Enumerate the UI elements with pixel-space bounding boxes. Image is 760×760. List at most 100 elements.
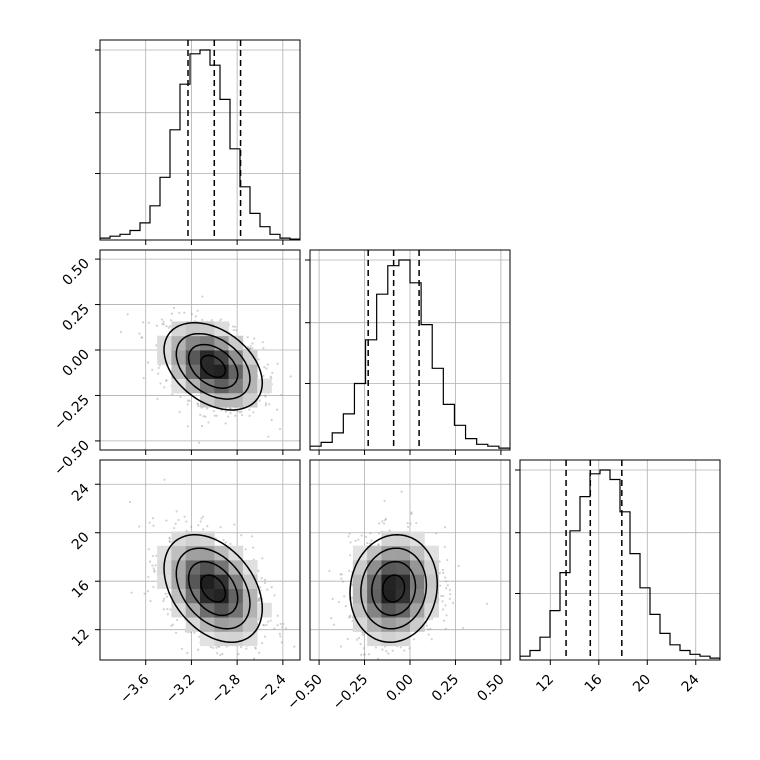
contour-2 bbox=[175, 547, 251, 630]
scatter-point bbox=[168, 536, 171, 539]
scatter-point bbox=[446, 584, 449, 587]
scatter-point bbox=[276, 408, 279, 411]
scatter-point bbox=[188, 399, 191, 403]
scatter-point bbox=[165, 379, 168, 382]
density-cell bbox=[395, 545, 411, 561]
scatter-point bbox=[429, 627, 432, 631]
scatter-point bbox=[193, 631, 196, 634]
hist-step-2 bbox=[520, 469, 720, 660]
scatter-point bbox=[197, 441, 201, 444]
scatter-point bbox=[278, 428, 282, 431]
panel-hist-0 bbox=[100, 40, 300, 240]
scatter-point bbox=[430, 638, 433, 641]
scatter-point bbox=[406, 525, 410, 528]
scatter-point bbox=[258, 586, 262, 589]
scatter-point bbox=[263, 635, 267, 638]
scatter-point bbox=[268, 403, 271, 406]
scatter-point bbox=[177, 518, 180, 522]
scatter-point bbox=[210, 319, 213, 322]
scatter-point bbox=[240, 410, 243, 413]
scatter-point bbox=[161, 322, 164, 326]
scatter-point bbox=[200, 424, 204, 428]
scatter-point bbox=[424, 617, 427, 620]
scatter-point bbox=[234, 414, 237, 417]
scatter-point bbox=[427, 628, 430, 631]
scatter-point bbox=[444, 576, 447, 579]
scatter-point bbox=[178, 311, 181, 314]
density-cell bbox=[367, 617, 382, 632]
scatter-point bbox=[142, 377, 145, 380]
scatter-point bbox=[441, 600, 444, 603]
y-tick-label: 24 bbox=[69, 481, 93, 505]
contour-2 bbox=[360, 547, 428, 630]
scatter-point bbox=[196, 402, 199, 405]
scatter-point bbox=[151, 554, 154, 558]
density-cell bbox=[200, 631, 215, 647]
scatter-point bbox=[367, 653, 371, 656]
contour-1 bbox=[187, 343, 239, 389]
scatter-point bbox=[279, 635, 282, 638]
scatter-point bbox=[197, 648, 200, 651]
contour-0 bbox=[381, 574, 406, 603]
scatter-point bbox=[153, 570, 156, 573]
scatter-point bbox=[347, 535, 350, 538]
contour-0 bbox=[200, 574, 227, 603]
scatter-point bbox=[356, 638, 359, 641]
scatter-point bbox=[216, 652, 219, 655]
scatter-point bbox=[263, 365, 266, 369]
scatter-point bbox=[377, 543, 380, 546]
scatter-point bbox=[151, 564, 154, 567]
scatter-point bbox=[435, 532, 438, 535]
scatter-point bbox=[212, 409, 215, 413]
density-cell bbox=[381, 617, 397, 632]
x-tick-label: 24 bbox=[679, 671, 703, 695]
scatter-point bbox=[143, 592, 146, 595]
scatter-point bbox=[406, 522, 409, 525]
density-cell bbox=[395, 602, 411, 618]
density-cell bbox=[200, 560, 215, 575]
scatter-point bbox=[265, 623, 268, 627]
scatter-point bbox=[226, 415, 230, 418]
x-tick-label: −3.2 bbox=[163, 672, 198, 707]
scatter-point bbox=[119, 330, 122, 334]
density-cell bbox=[367, 545, 382, 561]
panel-pair-2 bbox=[310, 460, 510, 669]
scatter-point bbox=[444, 604, 447, 607]
scatter-point bbox=[162, 320, 165, 323]
scatter-point bbox=[441, 608, 445, 611]
scatter-point bbox=[381, 648, 384, 651]
panel-border bbox=[99, 459, 301, 661]
scatter-point bbox=[399, 646, 402, 649]
scatter-point bbox=[199, 520, 202, 523]
scatter-point bbox=[228, 407, 232, 410]
scatter-point bbox=[204, 415, 207, 418]
scatter-point bbox=[224, 422, 227, 425]
scatter-point bbox=[362, 647, 365, 650]
scatter-point bbox=[160, 318, 163, 321]
scatter-point bbox=[406, 667, 408, 669]
x-tick-label: −3.6 bbox=[117, 671, 152, 706]
x-tick-label: 12 bbox=[533, 672, 557, 696]
scatter-point bbox=[267, 435, 270, 438]
scatter-point bbox=[231, 325, 235, 328]
scatter-point bbox=[364, 535, 368, 538]
scatter-point bbox=[185, 520, 188, 523]
scatter-point bbox=[183, 515, 186, 518]
scatter-point bbox=[346, 637, 349, 641]
scatter-point bbox=[278, 632, 281, 636]
y-tick-label: 0.00 bbox=[59, 347, 92, 380]
scatter-point bbox=[348, 616, 351, 619]
panel-hist-1 bbox=[310, 250, 510, 450]
scatter-point bbox=[229, 542, 232, 546]
scatter-point bbox=[215, 646, 218, 649]
density-cell bbox=[214, 631, 229, 647]
scatter-point bbox=[206, 407, 209, 410]
scatter-point bbox=[165, 379, 168, 382]
scatter-point bbox=[138, 332, 141, 335]
density-cell bbox=[185, 335, 201, 351]
scatter-point bbox=[152, 524, 155, 527]
scatter-point bbox=[427, 633, 430, 636]
scatter-point bbox=[162, 597, 166, 600]
scatter-point bbox=[340, 577, 343, 580]
density-cell bbox=[257, 602, 272, 618]
